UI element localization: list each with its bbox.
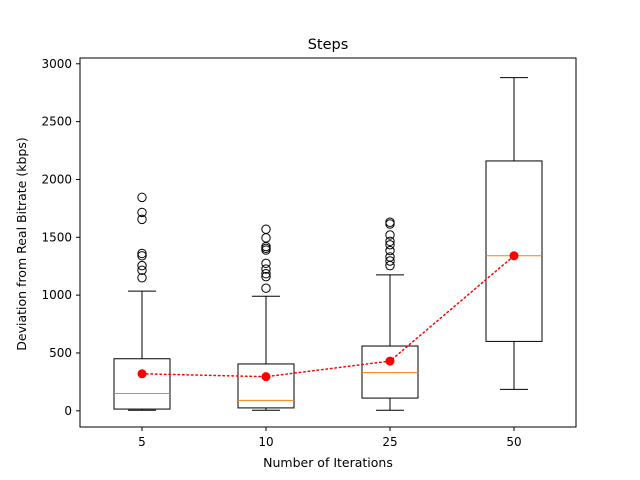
- plot-frame: [79, 57, 577, 428]
- box-group-50: [485, 77, 543, 390]
- outlier-point: [137, 265, 147, 275]
- outlier-point: [385, 240, 395, 250]
- x-tick-label: 10: [258, 435, 273, 449]
- y-axis-label: Deviation from Real Bitrate (kbps): [14, 137, 29, 350]
- box-group-10: [237, 224, 295, 411]
- outlier-point: [137, 214, 147, 225]
- mean-point: [385, 356, 395, 366]
- outlier-point: [137, 273, 147, 283]
- y-tick-label: 1500: [41, 230, 72, 244]
- outlier-point: [261, 233, 271, 243]
- iqr-box: [361, 345, 419, 399]
- outlier-point: [261, 258, 271, 269]
- mean-point: [137, 369, 147, 379]
- x-axis-label: Number of Iterations: [263, 455, 393, 470]
- plot-layer: [113, 77, 543, 411]
- outlier-point: [385, 217, 395, 227]
- iqr-box: [485, 160, 543, 342]
- mean-line: [141, 255, 515, 378]
- x-tick-label: 50: [506, 435, 521, 449]
- y-tick-label: 500: [49, 346, 72, 360]
- box-group-25: [361, 217, 419, 411]
- outlier-point: [137, 260, 147, 271]
- outlier-point: [261, 264, 271, 274]
- outlier-point: [385, 230, 395, 240]
- outlier-point: [261, 283, 271, 293]
- chart-title: Steps: [308, 37, 349, 53]
- iqr-box: [113, 358, 171, 410]
- outlier-point: [137, 251, 147, 261]
- y-tick-label: 2500: [41, 115, 72, 129]
- outlier-point: [137, 248, 147, 259]
- mean-point: [509, 251, 519, 261]
- box-group-5: [113, 192, 171, 411]
- iqr-box: [237, 363, 295, 409]
- x-tick-label: 5: [138, 435, 146, 449]
- y-tick-label: 2000: [41, 172, 72, 186]
- outlier-point: [385, 236, 395, 247]
- outlier-point: [385, 245, 395, 256]
- outlier-point: [385, 252, 395, 262]
- x-tick-label: 25: [382, 435, 397, 449]
- y-tick-label: 1000: [41, 288, 72, 302]
- outlier-point: [385, 256, 395, 266]
- outlier-point: [261, 271, 271, 282]
- y-tick-label: 0: [64, 404, 72, 418]
- outlier-point: [137, 192, 147, 203]
- outlier-point: [261, 224, 271, 234]
- y-tick-label: 3000: [41, 57, 72, 71]
- mean-point: [261, 372, 271, 382]
- axis-layer: 0 500 1000 1500 2000 2500 3000 5 10 25 50: [41, 57, 577, 449]
- outlier-point: [137, 207, 147, 218]
- outlier-point: [261, 269, 271, 279]
